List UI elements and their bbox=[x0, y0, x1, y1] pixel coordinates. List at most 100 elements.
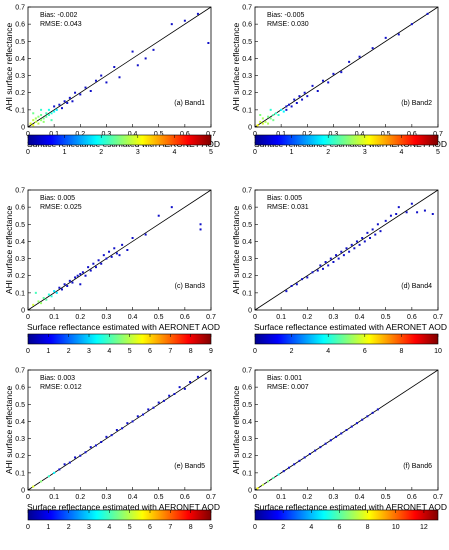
one-to-one-line bbox=[27, 189, 212, 311]
x-tick-label: 0.1 bbox=[49, 314, 59, 321]
data-point bbox=[293, 463, 296, 466]
x-tick-label: 0.1 bbox=[276, 494, 286, 501]
data-point bbox=[37, 115, 40, 118]
data-point bbox=[144, 233, 147, 236]
data-point bbox=[113, 66, 116, 68]
data-point bbox=[340, 71, 343, 74]
colorbar-tick-label: 2 bbox=[290, 348, 294, 355]
colorbar-tick-label: 6 bbox=[338, 524, 342, 531]
data-point bbox=[108, 250, 111, 253]
y-tick-label: 0.6 bbox=[15, 385, 25, 392]
x-tick-label: 0.5 bbox=[381, 314, 391, 321]
panel-label: (d) Band4 bbox=[401, 283, 432, 290]
data-point bbox=[110, 434, 113, 437]
data-point bbox=[136, 415, 139, 418]
y-tick-label: 0.1 bbox=[15, 290, 25, 297]
data-point bbox=[81, 271, 84, 274]
data-point bbox=[34, 291, 37, 294]
y-tick-label: 0.2 bbox=[15, 90, 25, 97]
colorbar-tick-label: 4 bbox=[107, 348, 111, 355]
data-point bbox=[152, 406, 155, 409]
data-point bbox=[40, 119, 43, 122]
data-point bbox=[29, 122, 32, 125]
y-tick-label: 0 bbox=[248, 488, 252, 495]
data-point bbox=[40, 302, 43, 305]
x-tick-label: 0.6 bbox=[180, 314, 190, 321]
data-point bbox=[94, 266, 97, 269]
y-tick-label: 0.1 bbox=[242, 290, 252, 297]
data-point bbox=[416, 211, 419, 214]
y-axis-label: AHI surface reflectance bbox=[231, 386, 241, 475]
x-axis-label: Surface reflectance estimated with AERON… bbox=[27, 322, 220, 332]
data-point bbox=[118, 254, 121, 257]
data-point bbox=[287, 466, 290, 469]
data-point bbox=[89, 446, 92, 449]
colorbar-gradient bbox=[27, 333, 212, 345]
y-tick-label: 0.3 bbox=[242, 436, 252, 443]
y-tick-label: 0.3 bbox=[15, 256, 25, 263]
data-point bbox=[115, 429, 118, 431]
data-point bbox=[376, 223, 379, 226]
x-tick-label: 0.1 bbox=[49, 131, 59, 138]
data-point bbox=[345, 247, 348, 250]
stats-text: Bias: -0.005 bbox=[267, 12, 304, 19]
x-tick-label: 0.7 bbox=[206, 494, 216, 501]
x-tick-label: 0 bbox=[253, 494, 257, 501]
data-point bbox=[376, 408, 379, 411]
y-tick-label: 0.5 bbox=[15, 402, 25, 409]
data-point bbox=[285, 108, 288, 111]
data-point bbox=[115, 252, 118, 255]
stats-text: RMSE: 0.031 bbox=[267, 204, 309, 211]
data-point bbox=[316, 269, 319, 272]
data-point bbox=[60, 107, 63, 110]
data-point bbox=[170, 206, 173, 209]
x-tick-label: 0.5 bbox=[154, 131, 164, 138]
data-point bbox=[290, 285, 293, 287]
data-point bbox=[321, 79, 324, 82]
data-point bbox=[295, 283, 298, 286]
data-point bbox=[37, 122, 40, 125]
x-tick-label: 0.2 bbox=[302, 131, 312, 138]
data-point bbox=[267, 115, 270, 118]
data-point bbox=[319, 264, 322, 267]
data-point bbox=[32, 124, 35, 127]
colorbar-tick-label: 6 bbox=[148, 524, 152, 531]
panel-d: 000.10.10.20.20.30.30.40.40.50.50.60.60.… bbox=[231, 188, 447, 356]
y-tick-label: 0.1 bbox=[242, 107, 252, 114]
data-point bbox=[58, 286, 61, 289]
data-point bbox=[32, 485, 35, 488]
data-point bbox=[256, 124, 259, 127]
data-point bbox=[196, 375, 199, 378]
data-point bbox=[89, 90, 92, 92]
data-point bbox=[84, 451, 87, 454]
colorbar-tick-label: 2 bbox=[99, 149, 103, 156]
data-point bbox=[340, 432, 343, 435]
data-point bbox=[63, 463, 66, 466]
data-point bbox=[40, 114, 43, 116]
data-point bbox=[63, 100, 66, 103]
y-tick-label: 0.2 bbox=[15, 453, 25, 460]
data-point bbox=[74, 91, 77, 94]
colorbar-tick-label: 3 bbox=[363, 149, 367, 156]
data-point bbox=[287, 103, 290, 106]
x-tick-label: 0.3 bbox=[102, 494, 112, 501]
data-point bbox=[264, 120, 267, 123]
y-tick-label: 0.4 bbox=[242, 239, 252, 246]
colorbar: 0 1 2 3 4 5 6 7 8 9 bbox=[26, 333, 213, 355]
data-point bbox=[55, 108, 58, 111]
y-tick-label: 0.5 bbox=[242, 39, 252, 46]
data-point bbox=[259, 120, 262, 123]
y-tick-label: 0 bbox=[248, 125, 252, 132]
data-point bbox=[366, 415, 369, 418]
data-point bbox=[66, 102, 69, 104]
y-tick-label: 0.6 bbox=[15, 22, 25, 29]
data-point bbox=[42, 297, 45, 299]
colorbar-tick-label: 0 bbox=[253, 149, 257, 156]
colorbar-gradient bbox=[254, 509, 439, 521]
data-point bbox=[53, 290, 56, 293]
x-tick-label: 0.3 bbox=[329, 494, 339, 501]
data-point bbox=[397, 206, 400, 209]
data-point bbox=[361, 418, 364, 421]
data-point bbox=[366, 231, 369, 234]
stats-text: RMSE: 0.043 bbox=[40, 21, 82, 28]
